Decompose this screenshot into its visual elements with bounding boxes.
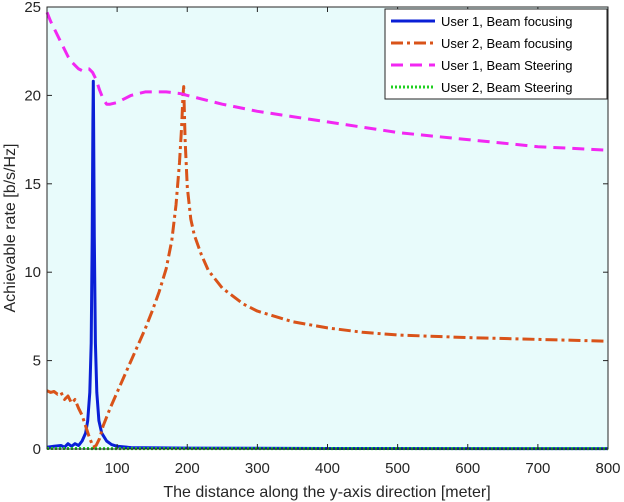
x-tick-label: 400 — [315, 460, 340, 477]
y-tick-label: 5 — [33, 353, 41, 370]
legend-box — [384, 8, 608, 100]
x-tick-label: 100 — [105, 460, 130, 477]
series-line-3 — [45, 11, 609, 152]
x-tick-label: 700 — [525, 460, 550, 477]
legend-label-2: User 2, Beam focusing — [441, 36, 573, 51]
series-line-1 — [46, 79, 609, 451]
y-axis-title: Achievable rate [b/s/Hz] — [2, 144, 19, 313]
legend: User 1, Beam focusing User 2, Beam focusi… — [384, 8, 608, 100]
x-tick-label: 300 — [245, 460, 270, 477]
legend-label-1: User 1, Beam focusing — [441, 14, 573, 29]
x-tick-label: 200 — [175, 460, 200, 477]
x-tick-label: 600 — [455, 460, 480, 477]
x-tick-label: 800 — [595, 460, 620, 477]
y-tick-label: 20 — [24, 87, 41, 104]
x-tick-label: 500 — [385, 460, 410, 477]
ticks-layer: 100 200 300 400 500 600 700 800 0 5 10 15 20 25 — [24, 0, 620, 477]
y-tick-label: 15 — [24, 176, 41, 193]
legend-label-3: User 1, Beam Steering — [441, 58, 573, 73]
x-axis-title: The distance along the y-axis direction … — [163, 484, 490, 501]
series-line-2 — [46, 85, 609, 449]
y-tick-label: 10 — [24, 264, 41, 281]
y-tick-label: 25 — [24, 0, 41, 16]
y-tick-label: 0 — [33, 441, 41, 458]
legend-label-4: User 2, Beam Steering — [441, 80, 573, 95]
